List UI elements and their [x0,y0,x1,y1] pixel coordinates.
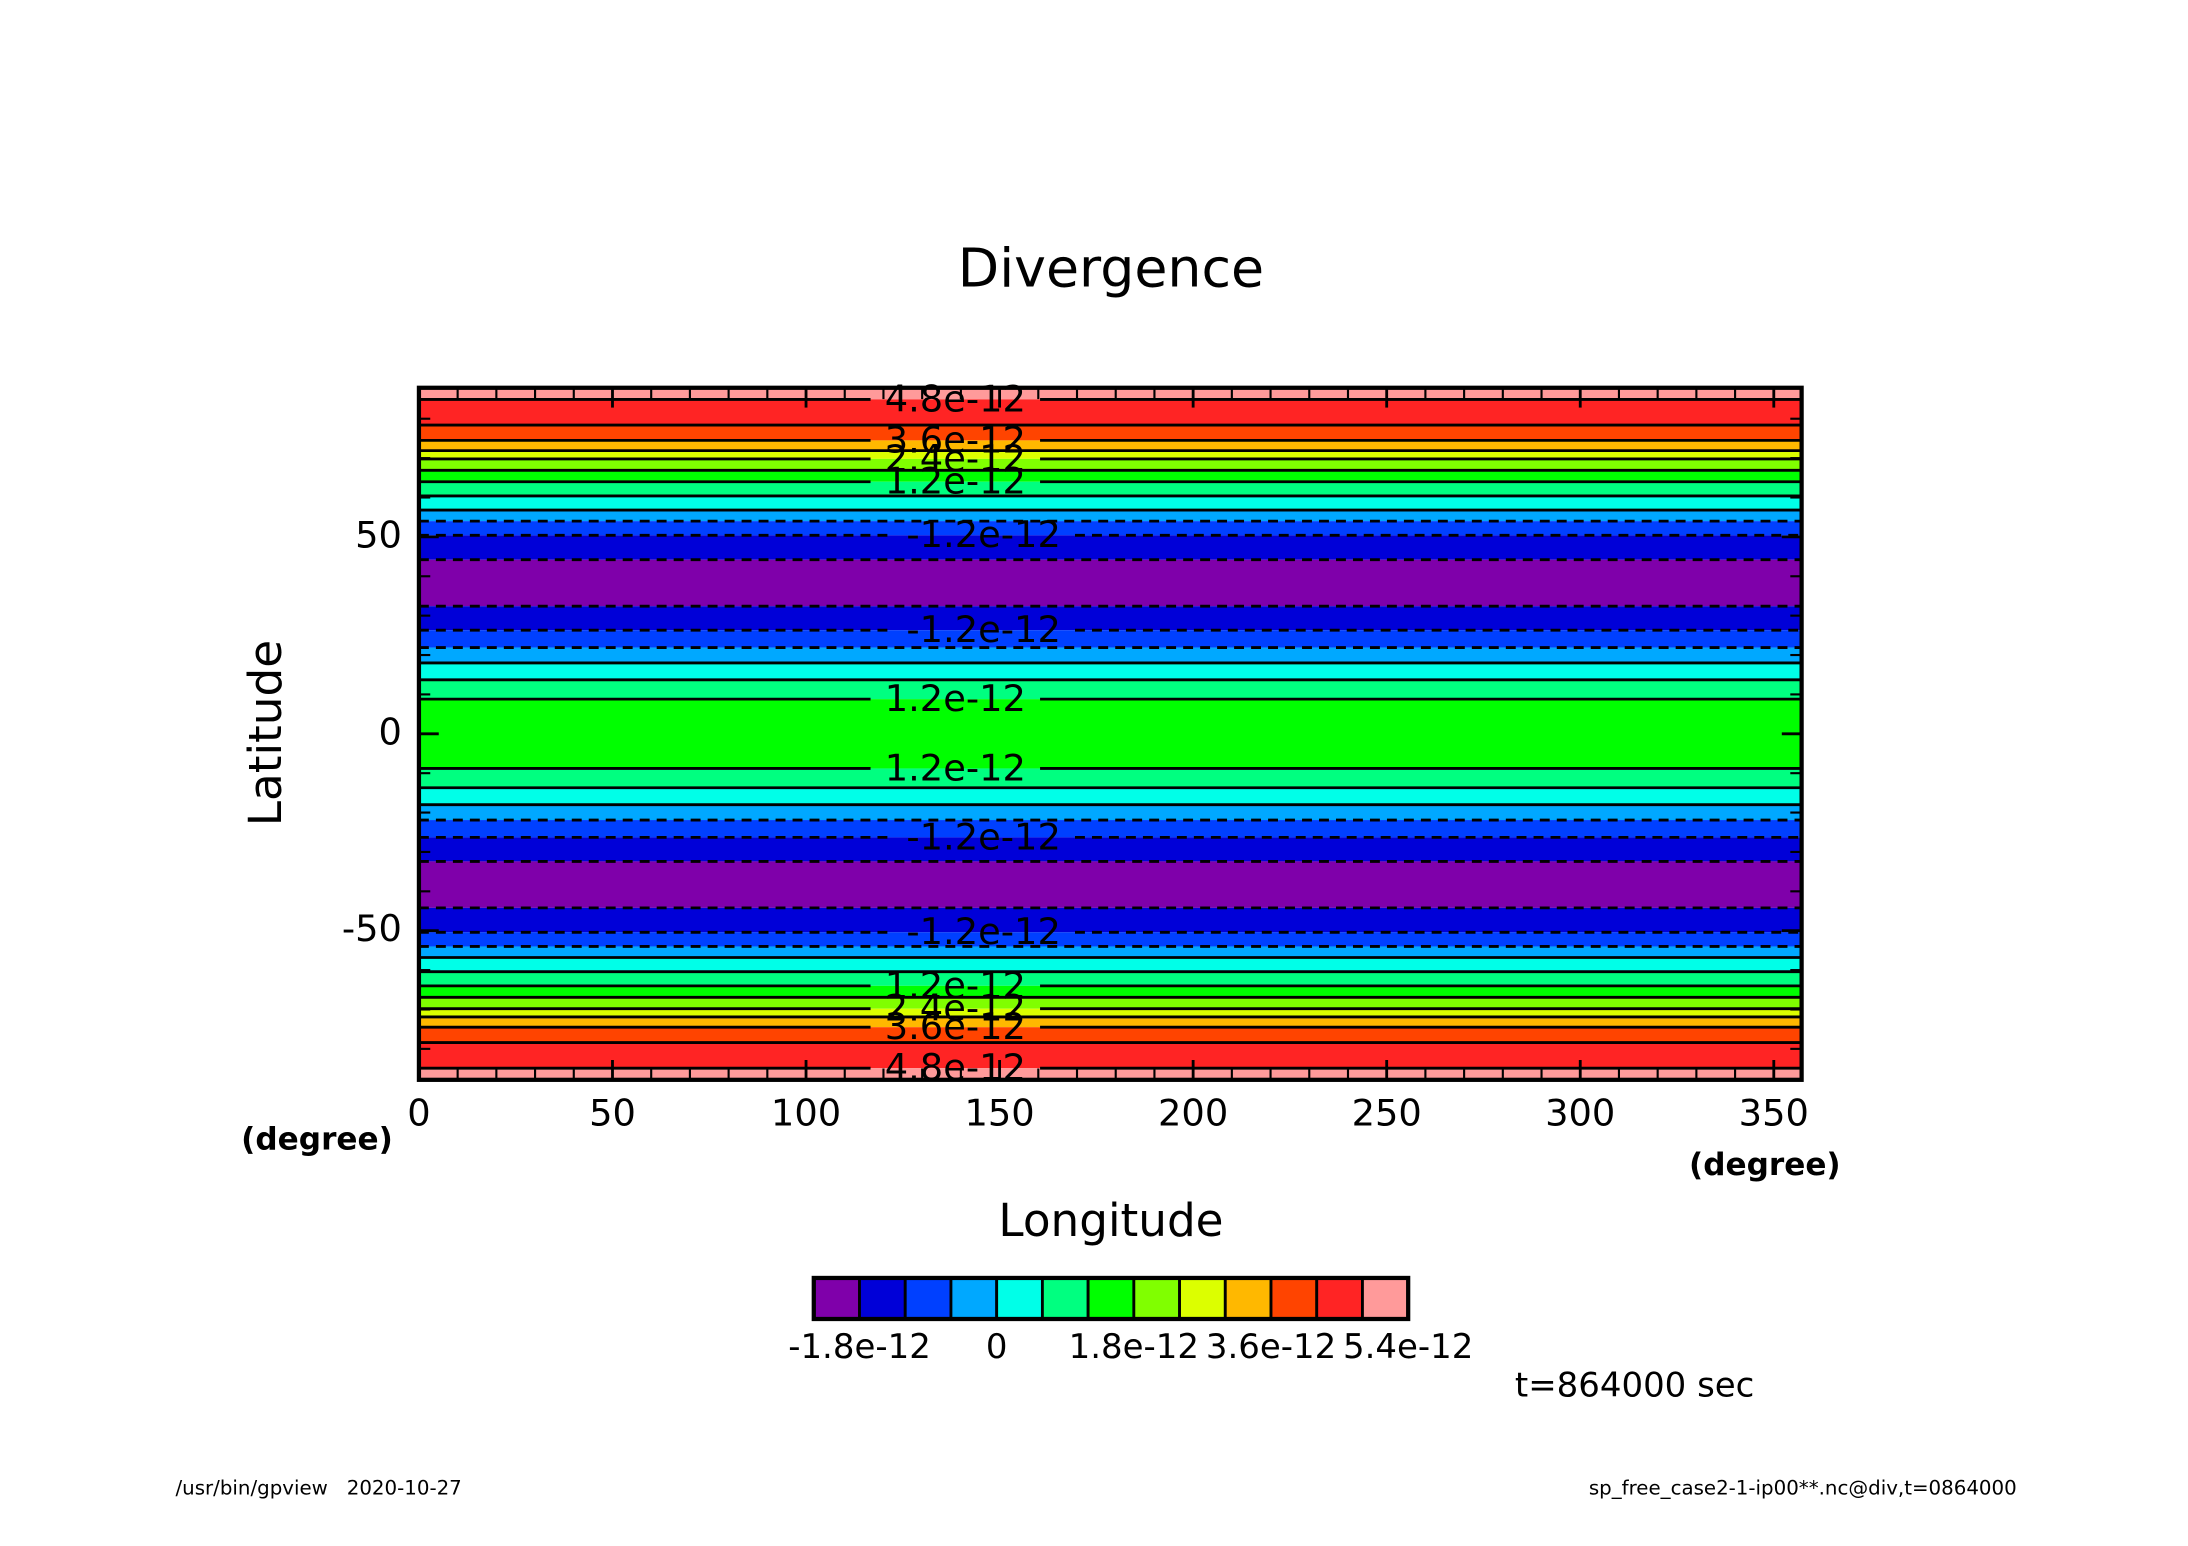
y-axis-label: Latitude [239,640,292,826]
colorbar-box [1361,1276,1410,1321]
contour-band [418,768,1802,788]
contour-band [418,458,1802,471]
contour-label: -1.2e-12 [906,608,1060,651]
x-tick-label: 300 [1545,1092,1615,1135]
colorbar-box [995,1276,1044,1321]
contour-band [418,804,1802,821]
contour-band [418,957,1802,972]
contour-label: 4.8e-12 [885,377,1026,420]
contour-label: 1.2e-12 [885,677,1026,720]
colorbar-tick-label: 3.6e-12 [1206,1327,1336,1367]
colorbar-box [949,1276,999,1321]
contour-band [418,679,1802,700]
contour-label: 1.2e-12 [885,746,1026,789]
contour-label: 2.4e-12 [885,987,1026,1030]
colorbar-box [903,1276,953,1321]
contour-band [418,387,1802,400]
colorbar-box [1223,1276,1273,1321]
contour-band [418,440,1802,451]
contour-band [418,510,1802,522]
footer-right: sp_free_case2-1-ip00**.nc@div,t=0864000 [1589,1476,2017,1499]
colorbar-box [812,1276,861,1321]
contour-band [418,606,1802,631]
contour-band [418,1068,1802,1080]
contour-label: 1.2e-12 [885,964,1026,1007]
contour-band [418,820,1802,838]
x-tick-label: 350 [1739,1092,1809,1135]
contour-label: -1.2e-12 [906,513,1060,556]
colorbar-box [1178,1276,1227,1321]
contour-band [418,647,1802,663]
y-tick-label: -50 [342,907,402,950]
y-unit: (degree) [241,1122,393,1158]
colorbar-box [1132,1276,1181,1321]
x-tick-label: 0 [407,1092,430,1135]
contour-label: 3.6e-12 [885,1005,1026,1048]
colorbar-box [1315,1276,1364,1321]
colorbar-box [1040,1276,1090,1321]
contour-band [418,985,1802,998]
x-tick-label: 200 [1158,1092,1228,1135]
contour-band [418,425,1802,441]
time-label: t=864000 sec [1515,1365,1754,1405]
contour-band [418,971,1802,986]
contour-band [418,932,1802,947]
colorbar-tick-label: 5.4e-12 [1343,1327,1473,1367]
x-tick-label: 250 [1352,1092,1422,1135]
y-tick-label: 0 [379,710,402,753]
contour-label: -1.2e-12 [906,815,1060,858]
contour-band [418,450,1802,459]
contour-band [418,470,1802,482]
x-unit: (degree) [1689,1147,1841,1183]
contour-band [418,535,1802,560]
chart-title: Divergence [958,236,1264,299]
colorbar-frame [811,1275,1411,1322]
contour-band [418,837,1802,862]
contour-band [418,787,1802,805]
x-tick-label: 100 [771,1092,841,1135]
contour-label: 4.8e-12 [885,1046,1026,1089]
contour-band [418,662,1802,680]
contour-band [418,997,1802,1009]
colorbar-box [1086,1276,1136,1321]
x-tick-label: 50 [589,1092,636,1135]
contour-band [418,1008,1802,1017]
x-axis-label: Longitude [998,1194,1223,1247]
contour-label: 3.6e-12 [885,418,1026,461]
contour-label: 2.4e-12 [885,437,1026,480]
colorbar-tick-label: 1.8e-12 [1069,1327,1199,1367]
contour-band [418,630,1802,648]
contour-band [418,907,1802,933]
contour-band [418,1016,1802,1028]
contour-band [418,481,1802,496]
contour-band [418,861,1802,908]
colorbar-tick-label: 0 [986,1327,1008,1367]
contour-band [418,521,1802,536]
colorbar-box [1269,1276,1319,1321]
contour-band [418,946,1802,958]
contour-band [418,1042,1802,1069]
colorbar-box [858,1276,907,1321]
contour-band [418,399,1802,426]
colorbar-tick-label: -1.8e-12 [788,1327,931,1367]
contour-band [418,495,1802,511]
footer-left: /usr/bin/gpview 2020-10-27 [176,1476,462,1499]
y-tick-label: 50 [355,513,402,556]
contour-band [418,699,1802,769]
x-tick-label: 150 [964,1092,1034,1135]
contour-band [418,559,1802,607]
contour-band [418,1027,1802,1043]
